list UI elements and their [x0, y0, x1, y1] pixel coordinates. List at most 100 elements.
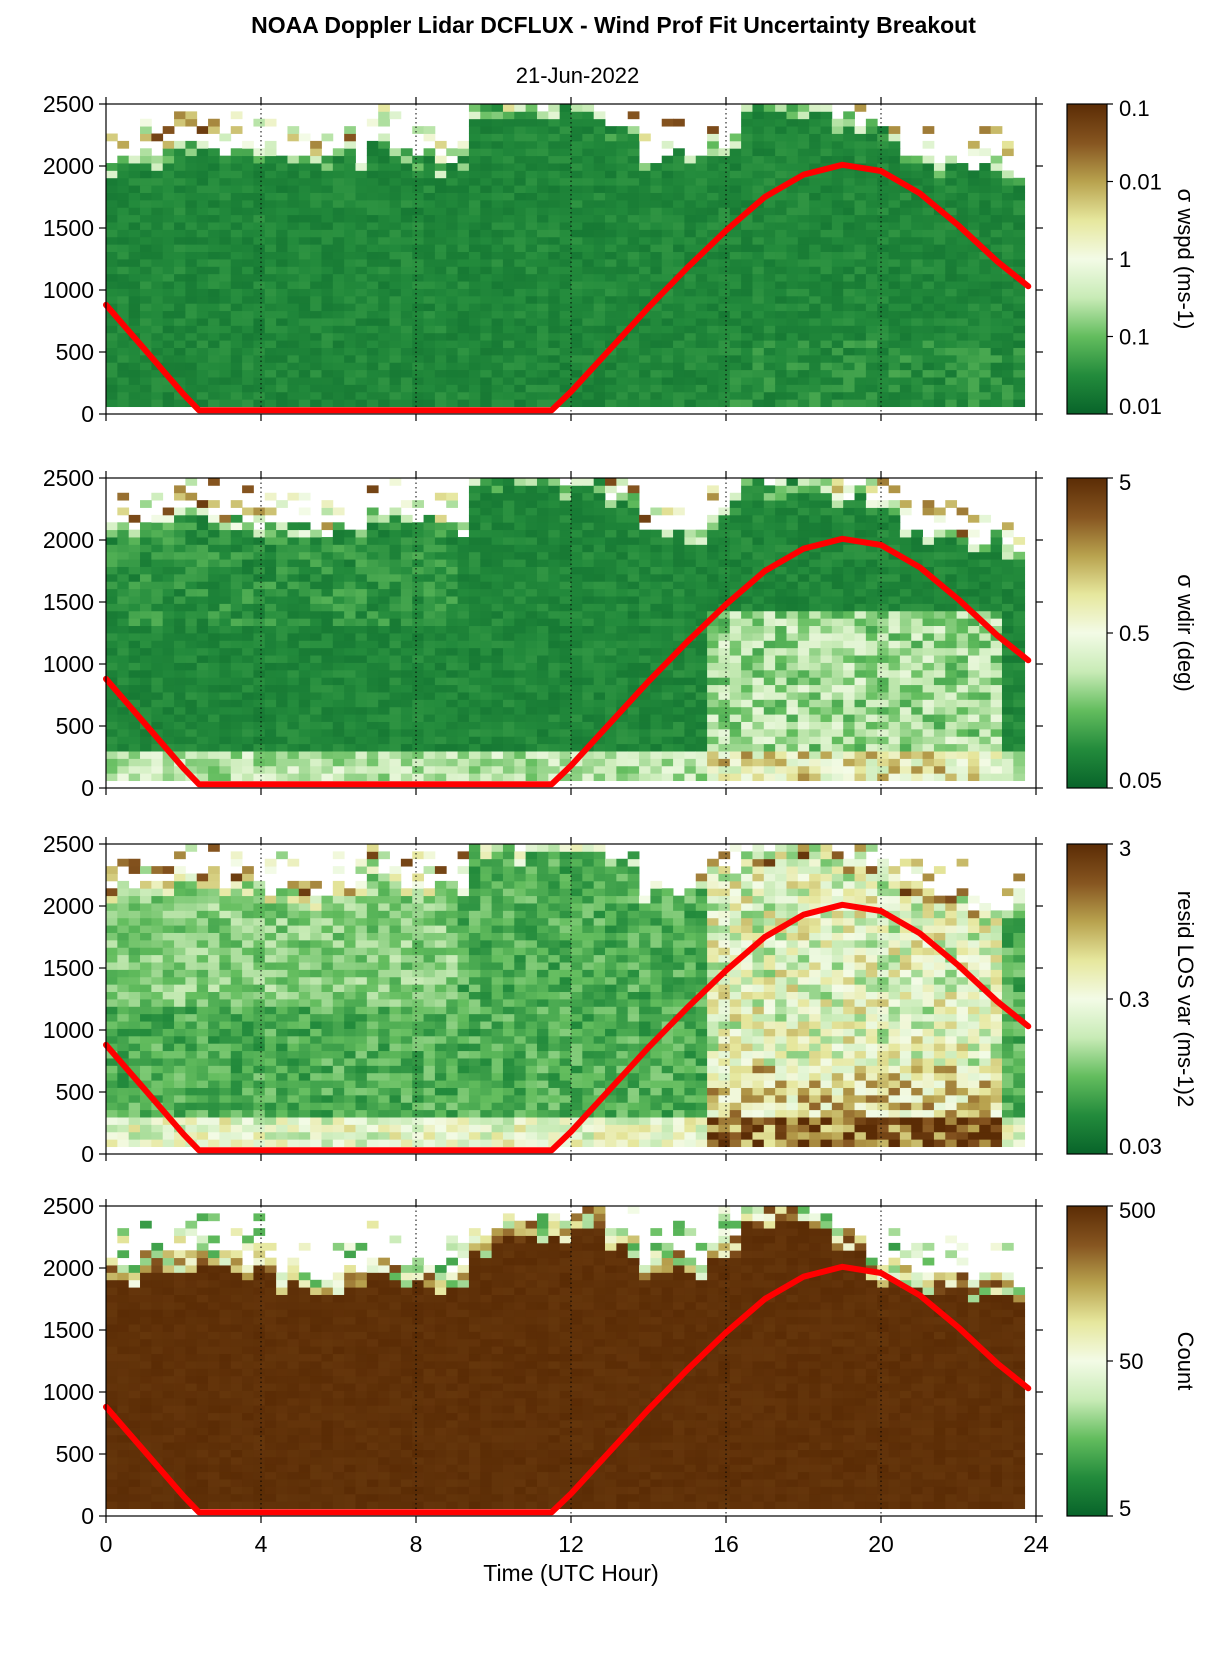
- heatmap-cell: [922, 384, 935, 393]
- heatmap-cell: [219, 669, 232, 678]
- heatmap-cell: [616, 163, 629, 171]
- heatmap-cell: [650, 354, 663, 363]
- heatmap-cell: [321, 625, 334, 634]
- heatmap-cell: [264, 633, 277, 641]
- heatmap-cell: [922, 140, 935, 149]
- heatmap-cell: [616, 507, 629, 516]
- heatmap-cell: [242, 544, 254, 553]
- heatmap-cell: [276, 325, 288, 334]
- heatmap-cell: [502, 281, 515, 289]
- heatmap-cell: [571, 529, 583, 538]
- heatmap-cell: [208, 714, 220, 722]
- heatmap-cell: [230, 170, 243, 179]
- heatmap-cell: [287, 281, 300, 289]
- heatmap-cell: [185, 140, 198, 149]
- heatmap-cell: [287, 684, 300, 693]
- heatmap-cell: [502, 229, 515, 238]
- heatmap-cell: [639, 529, 651, 538]
- heatmap-cell: [230, 706, 243, 715]
- heatmap-cell: [310, 537, 322, 545]
- heatmap-cell: [151, 295, 164, 304]
- heatmap-cell: [366, 384, 379, 393]
- heatmap-cell: [230, 185, 243, 193]
- heatmap-cell: [434, 588, 447, 597]
- heatmap-cell: [321, 758, 334, 767]
- heatmap-cell: [1001, 199, 1014, 208]
- heatmap-cell: [219, 340, 232, 348]
- heatmap-cell: [775, 214, 787, 223]
- heatmap-cell: [276, 354, 288, 363]
- heatmap-cell: [491, 207, 504, 216]
- heatmap-cell: [434, 295, 447, 304]
- heatmap-cell: [355, 170, 368, 179]
- heatmap-cell: [310, 529, 322, 538]
- heatmap-cell: [242, 391, 254, 400]
- heatmap-cell: [423, 514, 436, 523]
- heatmap-cell: [264, 647, 277, 656]
- heatmap-cell: [298, 236, 311, 245]
- heatmap-cell: [468, 699, 481, 708]
- heatmap-cell: [230, 551, 243, 560]
- heatmap-cell: [877, 251, 889, 260]
- heatmap-cell: [344, 581, 356, 590]
- heatmap-cell: [945, 259, 958, 267]
- heatmap-cell: [548, 177, 561, 186]
- heatmap-cell: [843, 126, 855, 134]
- heatmap-cell: [412, 537, 424, 545]
- heatmap-cell: [525, 581, 538, 590]
- heatmap-cell: [922, 332, 935, 341]
- heatmap-cell: [366, 706, 379, 715]
- heatmap-cell: [559, 236, 572, 245]
- heatmap-cell: [355, 684, 368, 693]
- heatmap-cell: [741, 266, 753, 275]
- heatmap-cell: [174, 332, 186, 341]
- heatmap-cell: [559, 111, 572, 120]
- heatmap-cell: [695, 332, 708, 341]
- heatmap-cell: [344, 155, 356, 164]
- heatmap-cell: [922, 244, 935, 253]
- heatmap-cell: [548, 332, 561, 341]
- heatmap-cell: [162, 251, 175, 260]
- heatmap-cell: [366, 362, 379, 371]
- heatmap-cell: [729, 155, 742, 164]
- heatmap-cell: [276, 288, 288, 297]
- heatmap-cell: [185, 288, 198, 297]
- heatmap-cell: [536, 354, 549, 363]
- heatmap-cell: [639, 736, 651, 745]
- heatmap-cell: [355, 662, 368, 671]
- heatmap-cell: [355, 244, 368, 253]
- heatmap-cell: [400, 677, 413, 686]
- heatmap-cell: [117, 706, 130, 715]
- heatmap-cell: [389, 185, 402, 193]
- heatmap-cell: [321, 133, 334, 142]
- heatmap-cell: [525, 573, 538, 582]
- heatmap-cell: [196, 288, 209, 297]
- heatmap-cell: [661, 544, 674, 553]
- heatmap-cell: [695, 391, 708, 400]
- heatmap-cell: [140, 185, 152, 193]
- heatmap-cell: [661, 170, 674, 179]
- heatmap-cell: [525, 751, 538, 759]
- heatmap-cell: [117, 340, 130, 348]
- heatmap-cell: [559, 133, 572, 142]
- heatmap-cell: [468, 485, 481, 494]
- heatmap-cell: [605, 148, 617, 157]
- heatmap-cell: [242, 354, 254, 363]
- heatmap-cell: [627, 347, 640, 356]
- heatmap-cell: [491, 384, 504, 393]
- heatmap-cell: [831, 288, 844, 297]
- heatmap-cell: [502, 399, 515, 408]
- heatmap-cell: [491, 765, 504, 774]
- heatmap-cell: [627, 384, 640, 393]
- heatmap-cell: [389, 721, 402, 730]
- heatmap-cell: [230, 728, 243, 737]
- heatmap-cell: [276, 573, 288, 582]
- heatmap-cell: [162, 259, 175, 267]
- heatmap-cell: [1013, 177, 1026, 186]
- heatmap-cell: [389, 706, 402, 715]
- heatmap-cell: [990, 399, 1003, 408]
- heatmap-cell: [741, 148, 753, 157]
- heatmap-cell: [888, 340, 901, 348]
- heatmap-cell: [434, 377, 447, 385]
- heatmap-cell: [446, 222, 458, 230]
